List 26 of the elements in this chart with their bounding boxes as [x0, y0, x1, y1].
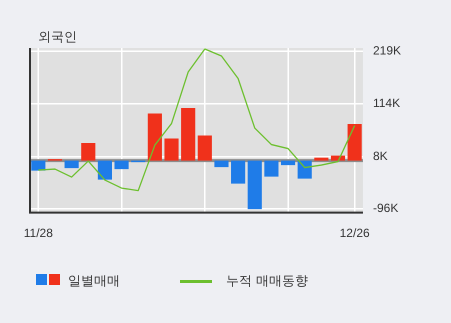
bar [280, 160, 296, 166]
y-tick-label: 114K [372, 96, 400, 110]
x-tick-label: 11/28 [24, 226, 54, 240]
y-tick-label: 219K [372, 43, 402, 58]
bar [231, 160, 246, 184]
y-tick-label: 8K [372, 148, 388, 163]
y-tick-label: -96K [372, 200, 398, 215]
bar [181, 108, 196, 161]
bar [314, 158, 328, 161]
legend-label: 누적 매매동향 [226, 273, 308, 290]
bar [164, 138, 179, 161]
bar [148, 114, 162, 161]
bar [31, 160, 46, 171]
legend-label: 일별매매 [68, 273, 120, 290]
bar [264, 160, 278, 177]
bar [81, 143, 96, 161]
x-tick-label: 12/26 [340, 226, 370, 240]
bar [198, 136, 212, 161]
bar [98, 160, 112, 180]
bar [64, 160, 79, 168]
bar [214, 160, 229, 168]
bar [298, 160, 312, 179]
bar [348, 124, 362, 161]
bar [248, 160, 262, 210]
bar [114, 160, 129, 170]
chart-title: 외국인 [38, 29, 77, 46]
